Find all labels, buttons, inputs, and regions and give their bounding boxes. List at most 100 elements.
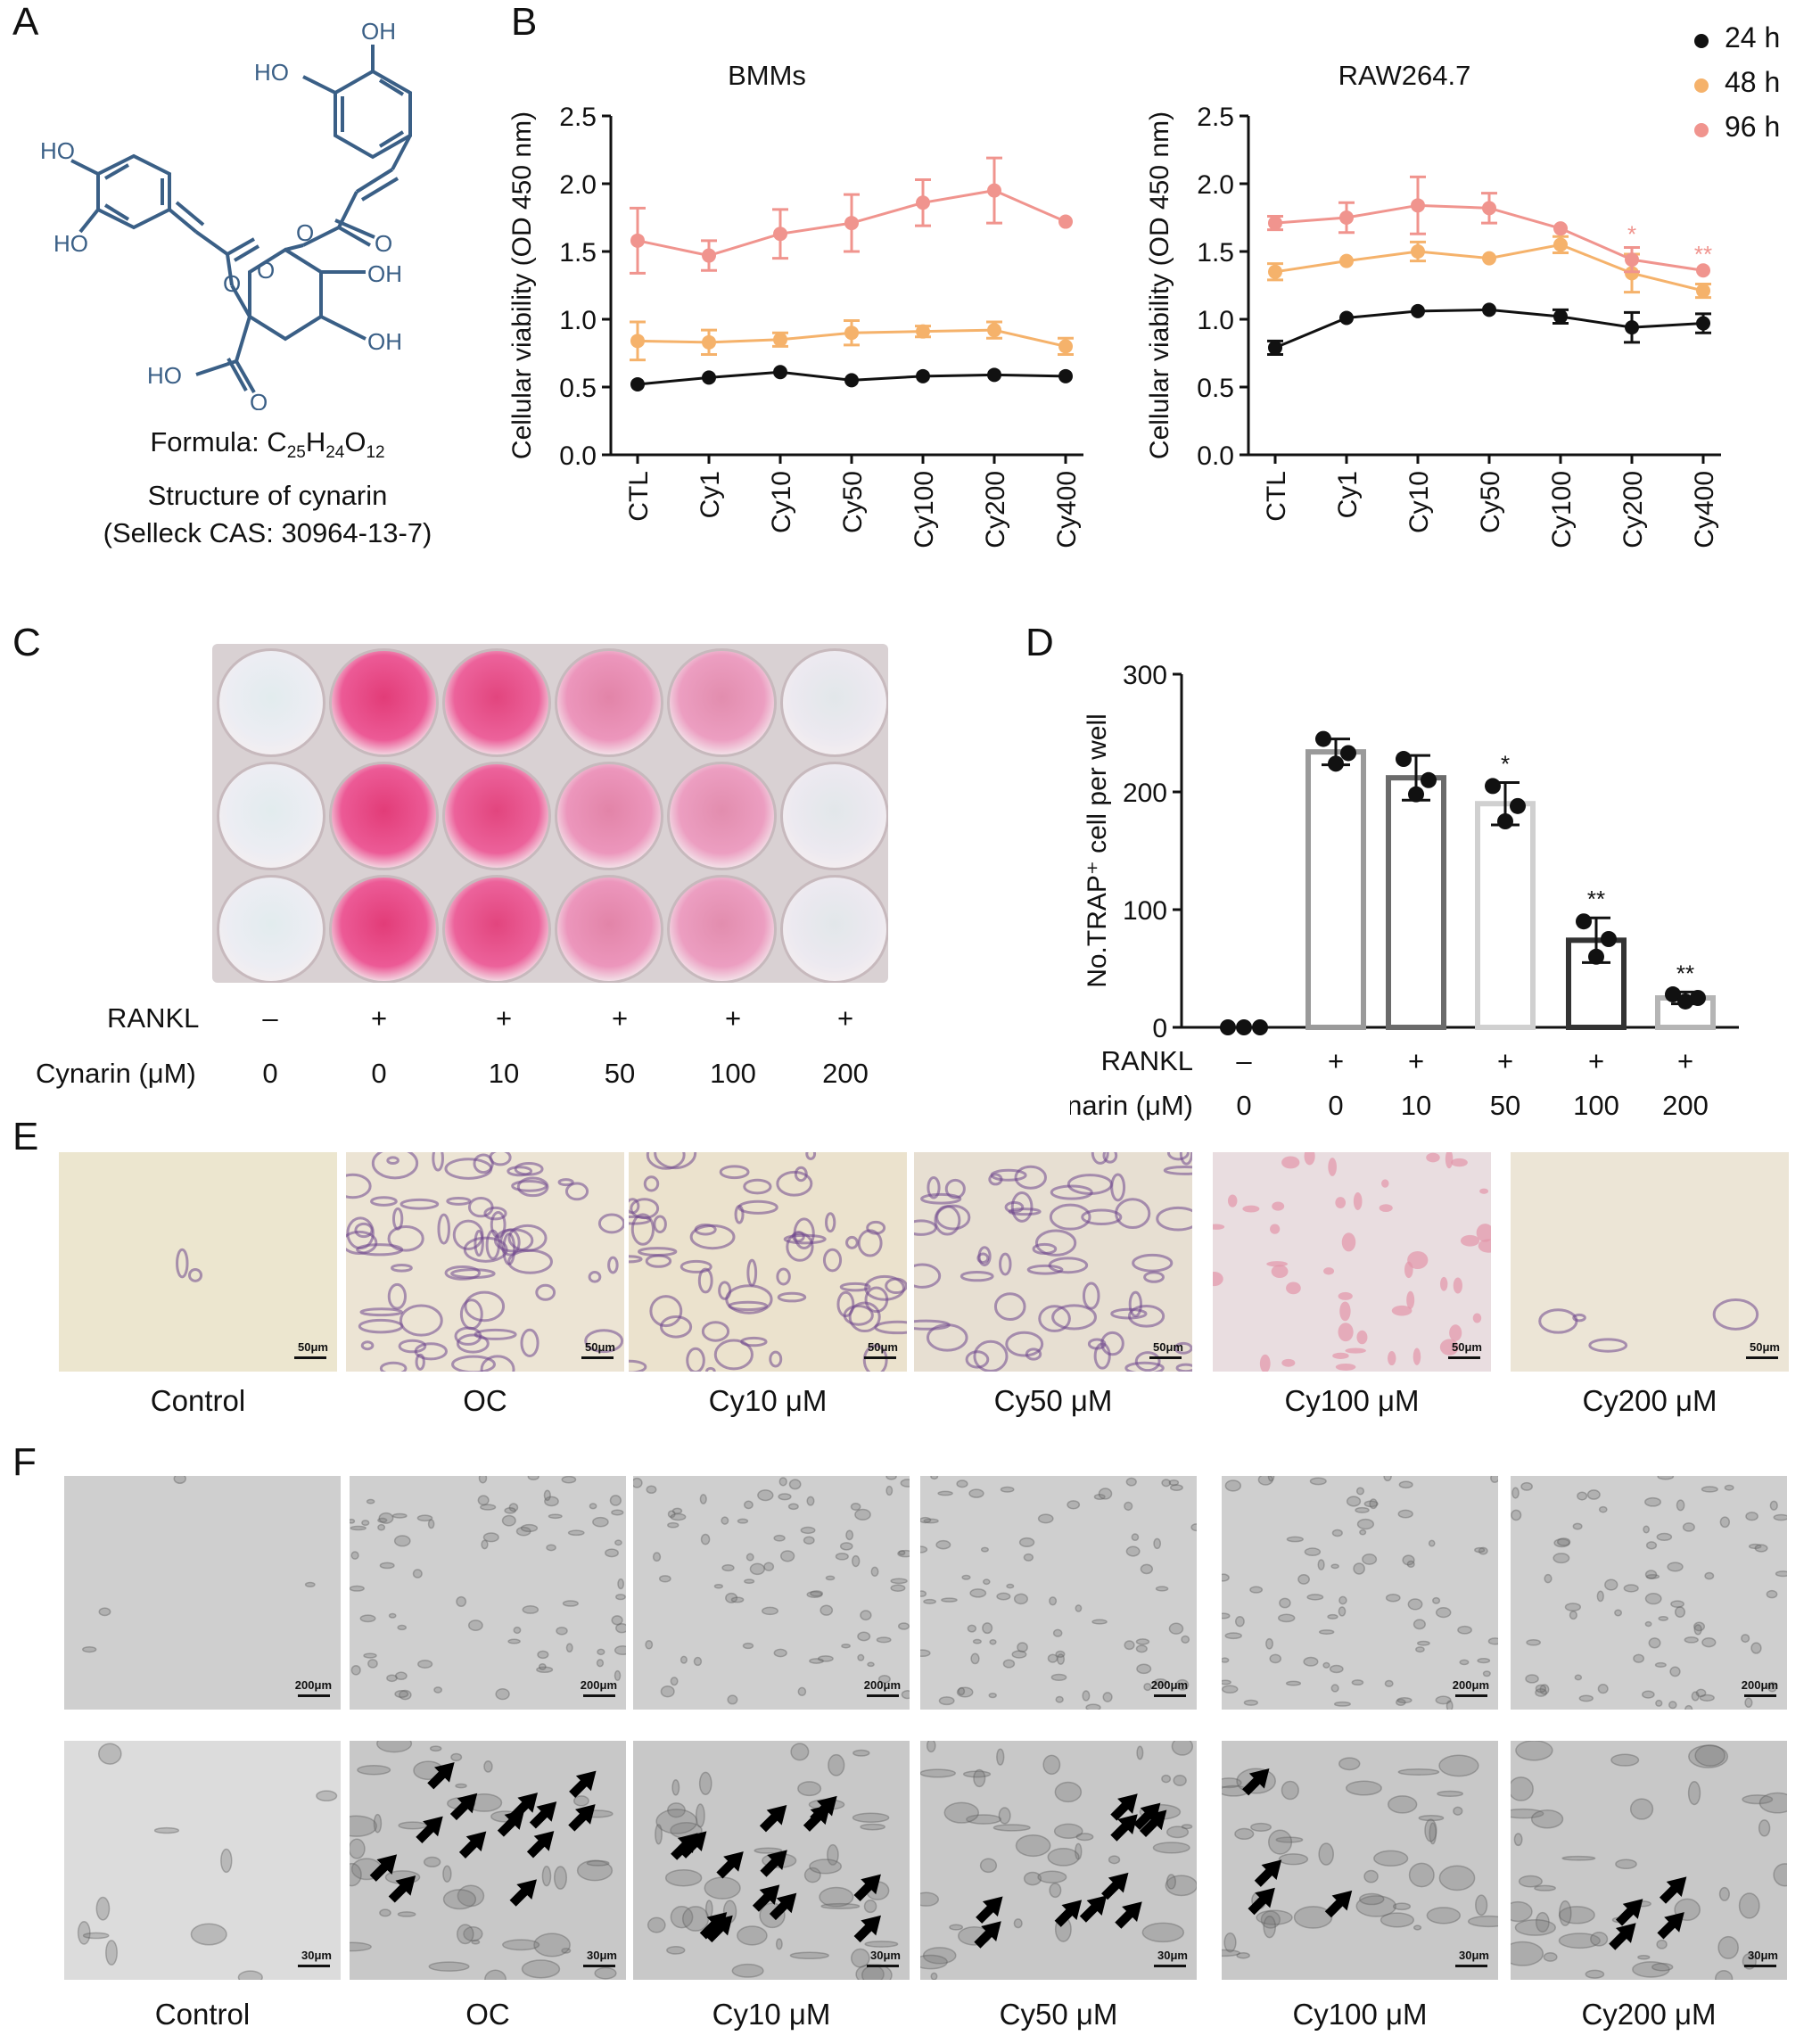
- cell-shape: [1588, 1338, 1628, 1353]
- cell-shape: [630, 1198, 660, 1220]
- surface-feature: [617, 1578, 625, 1590]
- y-tick-label: 2.5: [1197, 103, 1234, 132]
- cell-shape: [507, 1249, 553, 1274]
- surface-feature: [922, 1947, 957, 1965]
- surface-feature: [1684, 1704, 1693, 1710]
- surface-feature: [1329, 1664, 1344, 1674]
- scale-bar-label: 30μm: [587, 1949, 617, 1962]
- d-cynarin-value: 50: [1490, 1090, 1520, 1121]
- sem-texture: [920, 1476, 1197, 1710]
- surface-feature: [737, 1518, 749, 1524]
- surface-feature: [988, 1692, 997, 1699]
- surface-feature: [1769, 1500, 1778, 1511]
- surface-feature: [565, 1643, 573, 1653]
- d-cynarin-value: 0: [1236, 1090, 1251, 1121]
- surface-feature: [1309, 1477, 1327, 1486]
- surface-feature: [713, 1583, 723, 1589]
- surface-feature: [1153, 1678, 1168, 1687]
- cell-shape: [737, 1199, 778, 1215]
- surface-feature: [1402, 1554, 1415, 1566]
- cell-shape: [1472, 1313, 1482, 1323]
- surface-feature: [967, 1624, 977, 1633]
- d-cynarin-value: 10: [1401, 1090, 1431, 1121]
- surface-feature: [941, 1597, 958, 1603]
- surface-feature: [1023, 1553, 1034, 1562]
- cell-shape: [689, 1224, 736, 1250]
- cell-shape: [719, 1165, 750, 1180]
- surface-feature: [989, 1639, 997, 1645]
- cell-shape: [1004, 1200, 1025, 1214]
- surface-feature: [614, 1669, 622, 1681]
- c-rankl-label: RANKL: [107, 1002, 200, 1034]
- surface-feature: [1222, 1612, 1231, 1620]
- surface-feature: [1644, 1593, 1662, 1605]
- data-point: [1482, 201, 1496, 216]
- data-point: [1396, 751, 1412, 768]
- arrow-icon: [1615, 1899, 1643, 1926]
- surface-feature: [671, 1779, 680, 1796]
- surface-feature: [482, 1532, 499, 1543]
- surface-feature: [820, 1902, 861, 1909]
- cell-shape: [1242, 1205, 1260, 1213]
- plate-well: [217, 874, 326, 983]
- data-point: [916, 195, 930, 210]
- surface-feature: [779, 1550, 795, 1562]
- atom-label: O: [375, 230, 392, 257]
- cell-shape: [1479, 1188, 1489, 1194]
- plate-well: [555, 761, 664, 871]
- surface-feature: [561, 1947, 572, 1954]
- panel-label-a: A: [12, 0, 39, 44]
- cell-shape: [346, 1173, 372, 1199]
- surface-feature: [1286, 1536, 1304, 1543]
- cell-shape: [1381, 1179, 1389, 1188]
- cell-shape: [1026, 1264, 1064, 1275]
- surface-feature: [1748, 1543, 1762, 1550]
- surface-feature: [852, 1749, 870, 1757]
- data-point: [1220, 1019, 1236, 1035]
- data-point: [1696, 284, 1710, 299]
- significance-mark: **: [1587, 886, 1605, 912]
- surface-feature: [495, 1687, 510, 1701]
- cas-caption: (Selleck CAS: 30964-13-7): [103, 517, 432, 548]
- plate-well: [217, 648, 326, 758]
- well-plate-photo: [212, 644, 888, 983]
- surface-feature: [1435, 1607, 1452, 1619]
- cell-shape: [1034, 1229, 1077, 1257]
- surface-feature: [890, 1584, 906, 1592]
- surface-feature: [1098, 1488, 1113, 1500]
- surface-feature: [1124, 1501, 1133, 1512]
- cell-shape: [1124, 1361, 1165, 1372]
- surface-feature: [1013, 1918, 1023, 1929]
- data-point: [916, 324, 930, 339]
- legend-marker: [1694, 123, 1709, 137]
- data-point: [1553, 309, 1568, 324]
- surface-feature: [1223, 1932, 1237, 1953]
- structure-caption: Structure of cynarin: [147, 480, 388, 511]
- cell-shape: [516, 1176, 549, 1198]
- surface-feature: [1000, 1486, 1015, 1493]
- cell-shape: [686, 1347, 705, 1372]
- surface-feature: [1758, 1819, 1771, 1837]
- arrow-icon: [388, 1875, 416, 1903]
- scale-bar: [1154, 1965, 1186, 1967]
- scale-bar-label: 30μm: [1748, 1949, 1778, 1962]
- data-point: [1677, 993, 1693, 1010]
- surface-feature: [1327, 1613, 1338, 1620]
- scale-bar: [1455, 1965, 1487, 1967]
- data-point: [1411, 303, 1425, 318]
- plate-well: [555, 648, 664, 758]
- arrow-icon: [1110, 1793, 1138, 1821]
- surface-feature: [920, 1516, 932, 1524]
- legend-label: 96 h: [1725, 111, 1781, 143]
- arrow-icon: [1139, 1809, 1167, 1837]
- surface-feature: [1688, 1744, 1729, 1768]
- trap-micrograph: 50μm: [914, 1152, 1192, 1372]
- y-tick-label: 1.0: [1197, 306, 1234, 335]
- micrograph-texture: [1538, 1298, 1759, 1353]
- data-point: [1252, 1019, 1268, 1035]
- surface-feature: [1615, 1859, 1637, 1870]
- arrow-icon: [1609, 1923, 1636, 1950]
- surface-feature: [1408, 1862, 1435, 1888]
- data-point: [987, 323, 1001, 338]
- surface-feature: [95, 1896, 111, 1921]
